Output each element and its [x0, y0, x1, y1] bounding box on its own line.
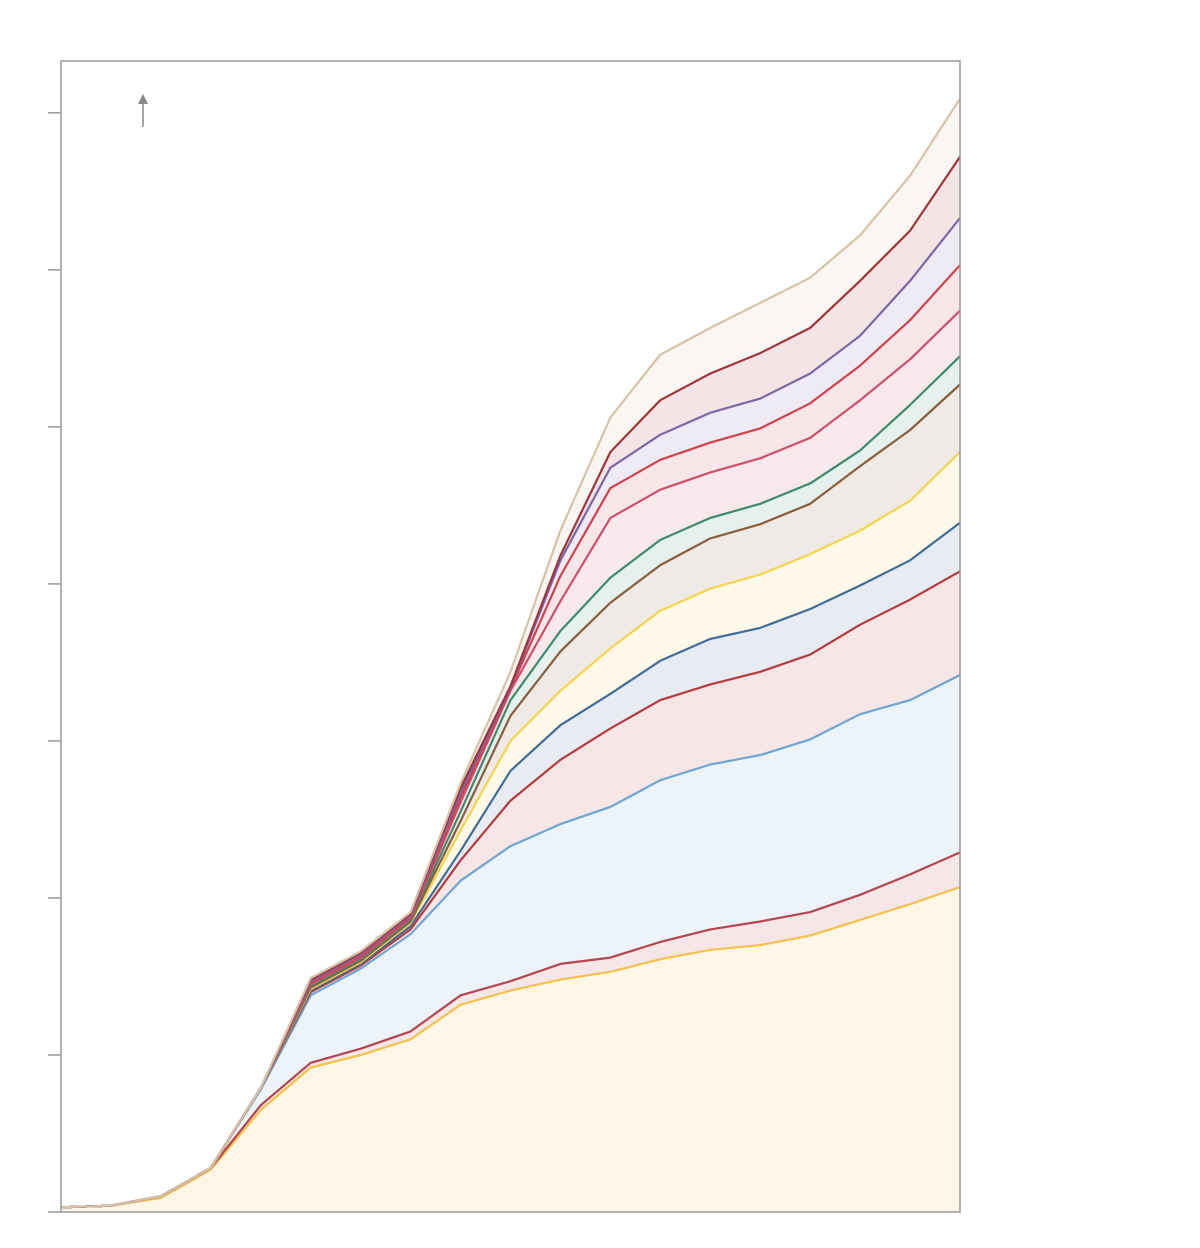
area — [61, 571, 960, 1208]
y-ticks — [48, 112, 61, 1213]
area — [61, 852, 960, 1208]
area-line — [60, 98, 961, 1209]
area — [61, 522, 960, 1208]
area — [61, 384, 960, 1208]
area-line — [60, 885, 961, 1209]
area — [61, 675, 960, 1208]
area — [61, 265, 960, 1208]
area — [61, 887, 960, 1212]
lines — [60, 98, 961, 1209]
area — [61, 310, 960, 1208]
up-arrow — [138, 94, 148, 127]
area — [61, 452, 960, 1208]
plot-frame — [60, 60, 961, 1213]
arrow-head — [138, 94, 148, 104]
